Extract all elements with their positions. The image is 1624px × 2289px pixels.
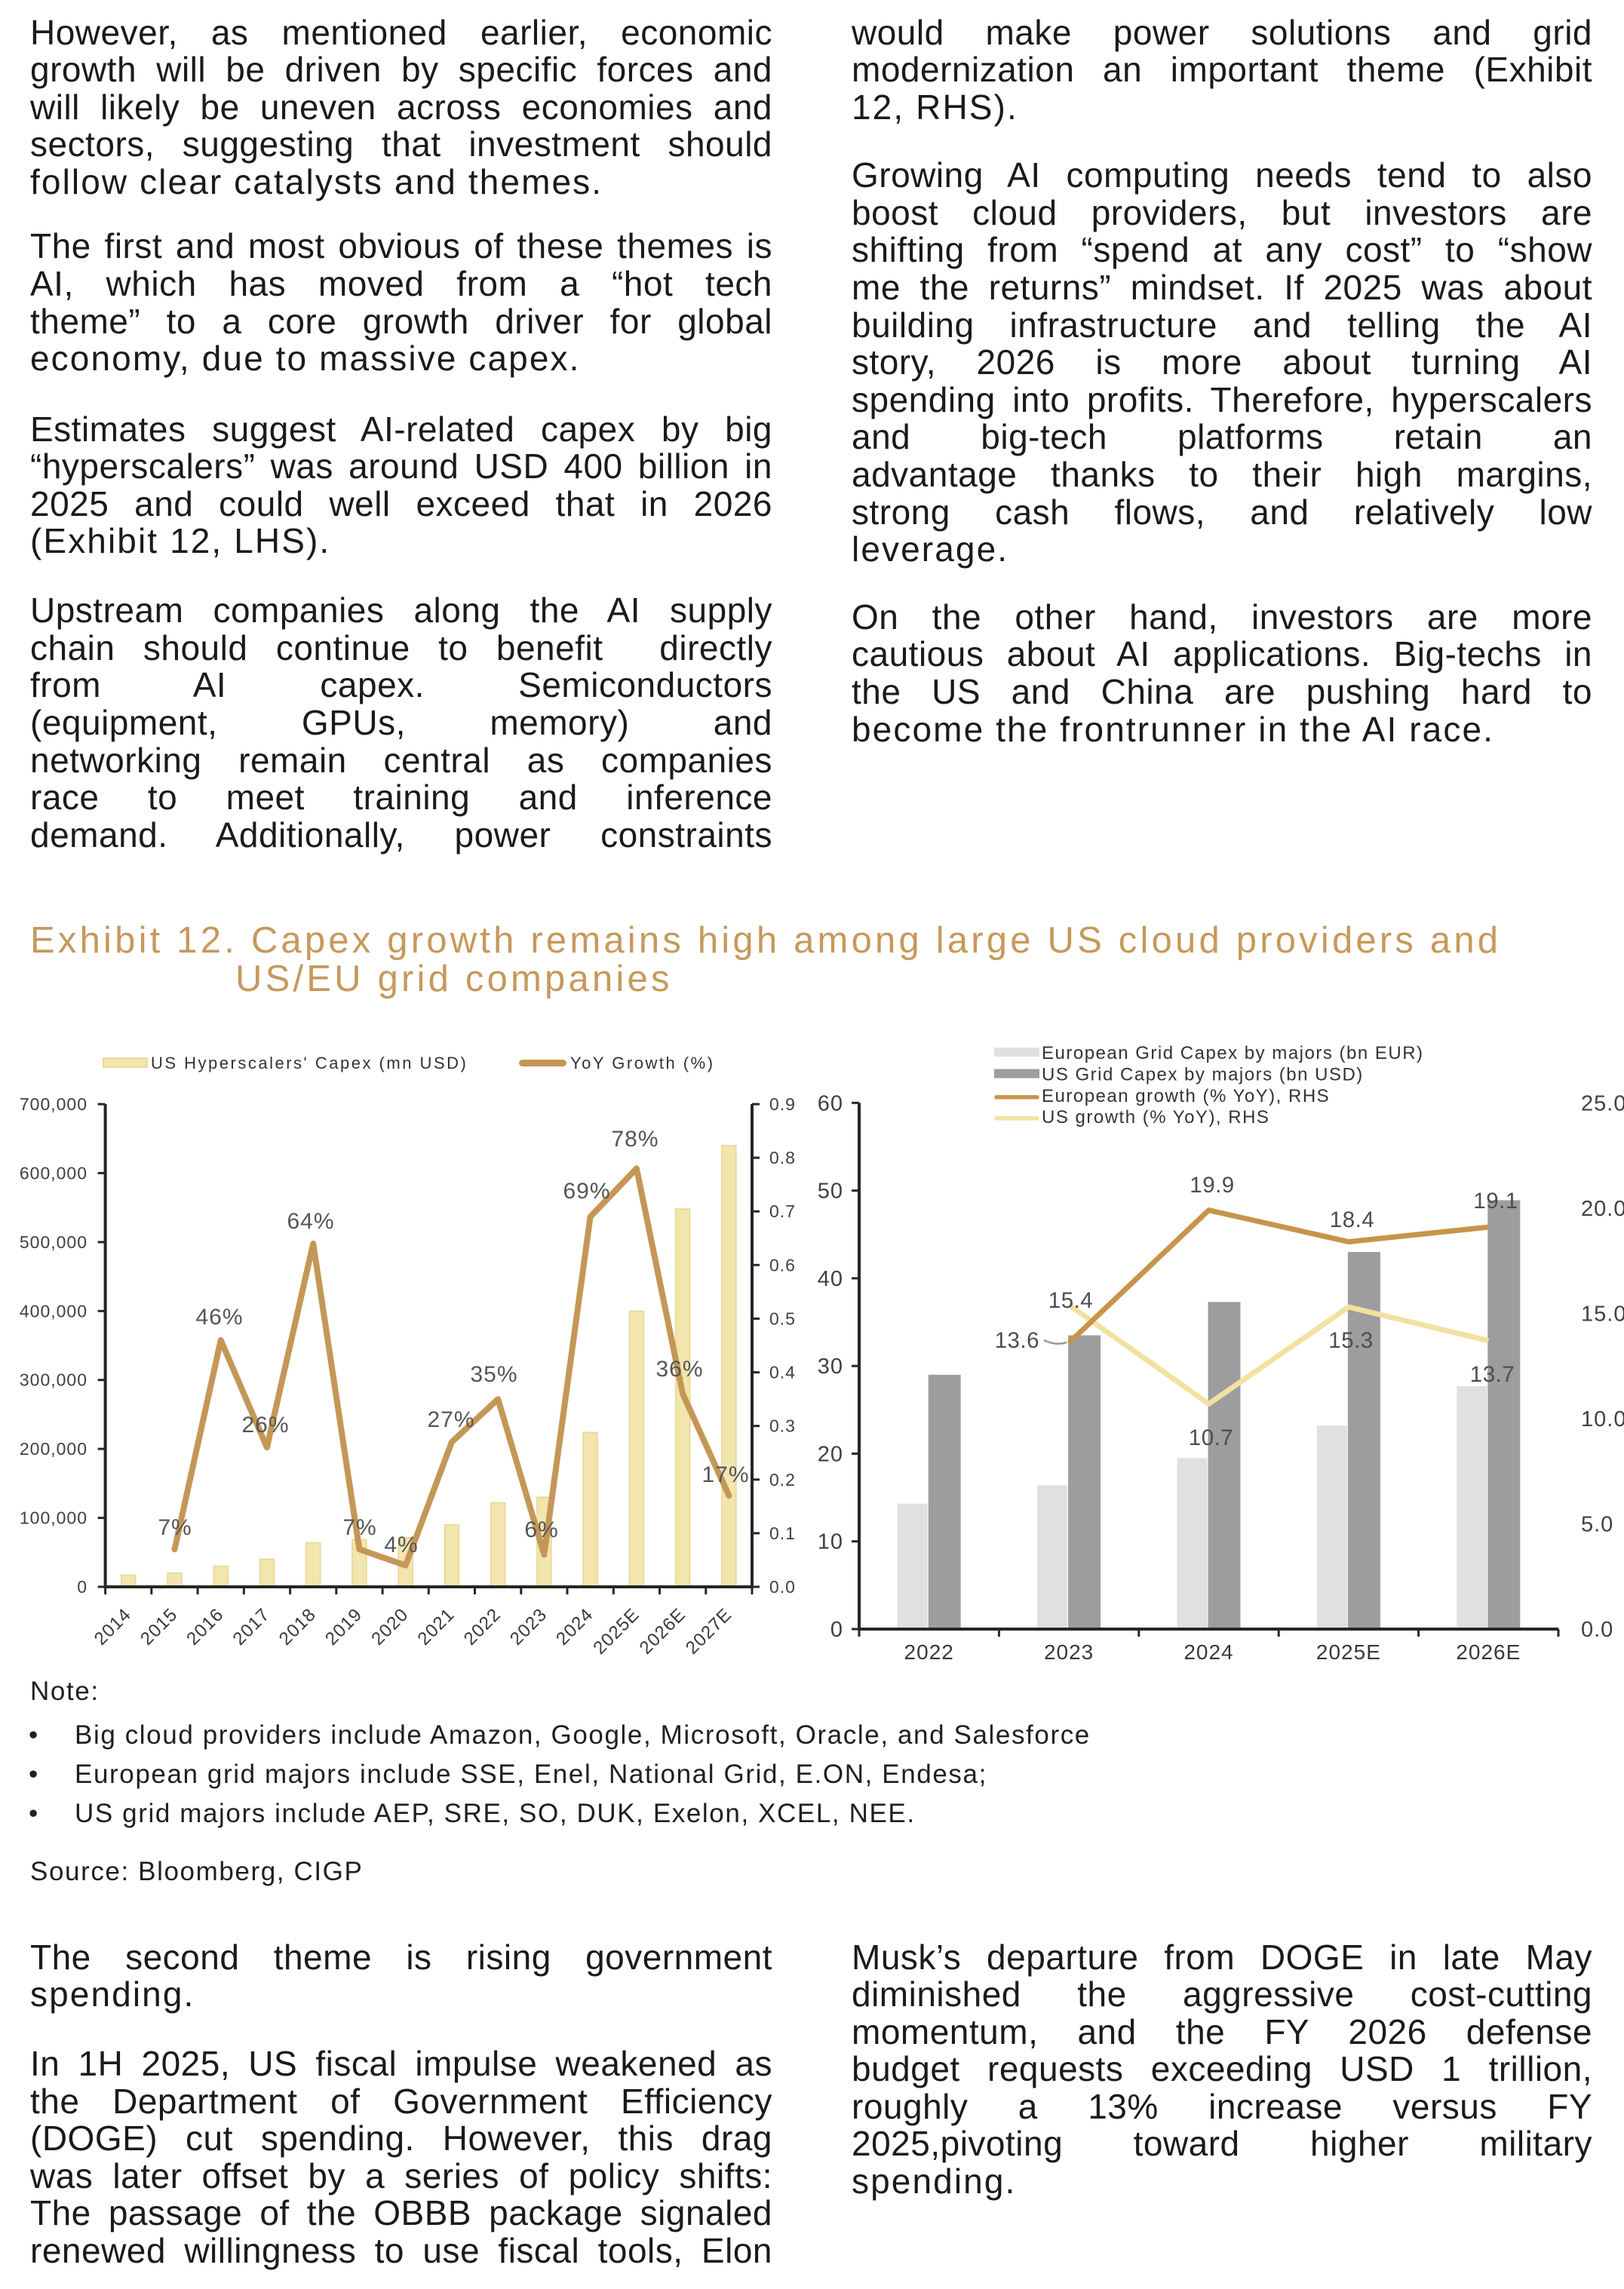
- svg-text:50: 50: [818, 1180, 843, 1204]
- svg-text:2021: 2021: [413, 1604, 459, 1649]
- svg-text:0.8: 0.8: [769, 1148, 796, 1168]
- svg-text:100,000: 100,000: [20, 1508, 87, 1528]
- svg-text:7%: 7%: [342, 1515, 376, 1540]
- svg-text:18.4: 18.4: [1330, 1207, 1374, 1232]
- svg-text:2017: 2017: [229, 1604, 274, 1649]
- svg-text:20.0: 20.0: [1581, 1197, 1624, 1221]
- svg-text:2022: 2022: [460, 1604, 505, 1649]
- svg-text:2024: 2024: [1183, 1640, 1233, 1664]
- svg-text:20: 20: [818, 1442, 843, 1466]
- svg-text:64%: 64%: [287, 1209, 334, 1234]
- svg-text:30: 30: [818, 1355, 843, 1379]
- svg-text:35%: 35%: [470, 1362, 517, 1387]
- svg-text:7%: 7%: [158, 1515, 192, 1540]
- svg-text:40: 40: [818, 1267, 843, 1291]
- svg-text:0.5: 0.5: [769, 1309, 796, 1328]
- svg-text:17%: 17%: [701, 1462, 749, 1487]
- svg-text:2025E: 2025E: [589, 1604, 643, 1658]
- svg-text:0.7: 0.7: [769, 1201, 796, 1221]
- svg-text:2023: 2023: [506, 1604, 551, 1649]
- svg-text:15.0: 15.0: [1581, 1302, 1624, 1326]
- svg-text:0.4: 0.4: [769, 1363, 796, 1382]
- svg-text:19.1: 19.1: [1473, 1189, 1518, 1214]
- svg-text:YoY Growth (%): YoY Growth (%): [570, 1054, 715, 1072]
- svg-text:2027E: 2027E: [682, 1604, 736, 1658]
- svg-text:2025E: 2025E: [1316, 1640, 1381, 1664]
- svg-text:2014: 2014: [91, 1604, 136, 1649]
- svg-text:2015: 2015: [137, 1604, 182, 1649]
- svg-text:400,000: 400,000: [20, 1301, 87, 1321]
- svg-text:15.3: 15.3: [1328, 1328, 1373, 1353]
- svg-text:200,000: 200,000: [20, 1439, 87, 1459]
- svg-text:300,000: 300,000: [20, 1370, 87, 1390]
- svg-text:US Hyperscalers' Capex (mn USD: US Hyperscalers' Capex (mn USD): [151, 1054, 468, 1072]
- svg-text:500,000: 500,000: [20, 1232, 87, 1252]
- svg-text:13.7: 13.7: [1470, 1362, 1515, 1387]
- svg-text:46%: 46%: [195, 1305, 243, 1330]
- svg-text:78%: 78%: [611, 1127, 659, 1152]
- svg-text:0: 0: [77, 1577, 87, 1597]
- svg-text:2026E: 2026E: [636, 1604, 690, 1658]
- svg-text:13.6: 13.6: [995, 1328, 1039, 1353]
- svg-text:60: 60: [818, 1091, 843, 1115]
- svg-text:0.6: 0.6: [769, 1255, 796, 1275]
- svg-text:36%: 36%: [655, 1357, 703, 1382]
- svg-text:5.0: 5.0: [1581, 1513, 1613, 1537]
- svg-text:2016: 2016: [183, 1604, 228, 1649]
- svg-text:0.0: 0.0: [769, 1577, 796, 1597]
- svg-text:US Grid Capex by majors (bn US: US Grid Capex by majors (bn USD): [1042, 1065, 1364, 1085]
- svg-text:US growth (% YoY), RHS: US growth (% YoY), RHS: [1042, 1107, 1269, 1128]
- svg-text:2020: 2020: [367, 1604, 413, 1649]
- svg-text:700,000: 700,000: [20, 1094, 87, 1114]
- svg-text:10: 10: [818, 1530, 843, 1554]
- svg-text:600,000: 600,000: [20, 1163, 87, 1183]
- svg-text:0.1: 0.1: [769, 1523, 796, 1543]
- svg-text:2023: 2023: [1044, 1640, 1094, 1664]
- svg-text:European Grid Capex by majors: European Grid Capex by majors (bn EUR): [1042, 1043, 1424, 1063]
- svg-text:69%: 69%: [563, 1179, 610, 1204]
- svg-text:0.3: 0.3: [769, 1416, 796, 1436]
- svg-text:15.4: 15.4: [1048, 1288, 1093, 1313]
- svg-text:19.9: 19.9: [1190, 1173, 1234, 1198]
- svg-text:10.7: 10.7: [1189, 1425, 1233, 1450]
- svg-text:2026E: 2026E: [1456, 1640, 1521, 1664]
- svg-text:26%: 26%: [241, 1413, 289, 1438]
- svg-text:0: 0: [830, 1618, 843, 1642]
- svg-text:2019: 2019: [321, 1604, 367, 1649]
- svg-text:0.0: 0.0: [1581, 1618, 1613, 1642]
- svg-text:0.9: 0.9: [769, 1094, 796, 1114]
- svg-text:European growth (% YoY), RHS: European growth (% YoY), RHS: [1042, 1086, 1330, 1106]
- svg-text:10.0: 10.0: [1581, 1407, 1624, 1431]
- svg-text:6%: 6%: [524, 1517, 558, 1542]
- svg-text:0.2: 0.2: [769, 1470, 796, 1490]
- svg-text:4%: 4%: [384, 1533, 418, 1557]
- svg-text:25.0: 25.0: [1581, 1091, 1624, 1115]
- svg-text:2022: 2022: [904, 1640, 954, 1664]
- svg-text:27%: 27%: [427, 1407, 474, 1432]
- svg-text:2018: 2018: [275, 1604, 321, 1649]
